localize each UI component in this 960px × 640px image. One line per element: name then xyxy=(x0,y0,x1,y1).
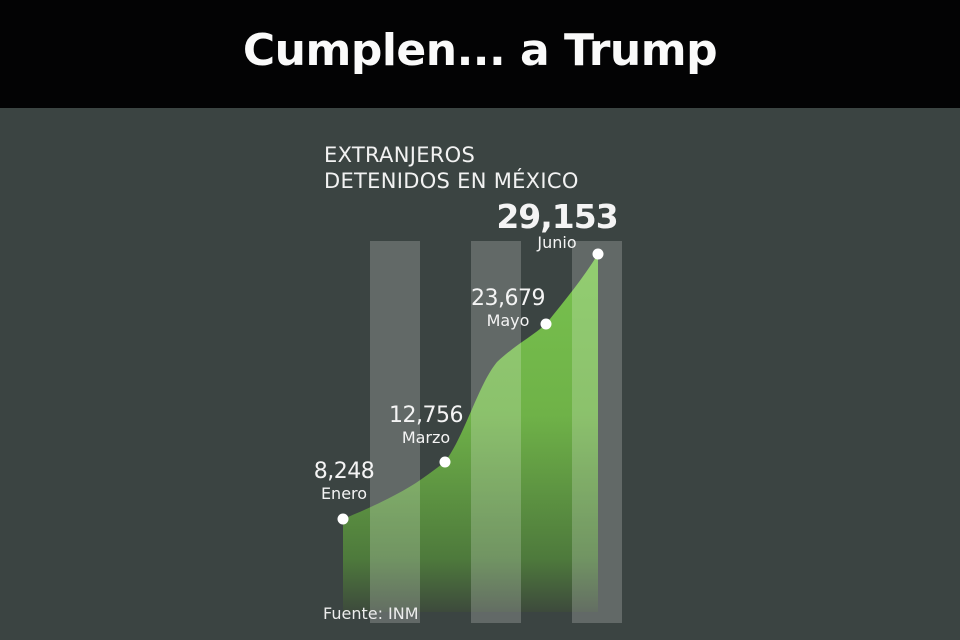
data-points xyxy=(337,248,604,525)
month-mayo: Mayo xyxy=(486,311,530,330)
area-fill xyxy=(343,254,598,612)
point-enero xyxy=(337,513,349,525)
month-marzo: Marzo xyxy=(401,428,451,447)
headline: Cumplen... a Trump xyxy=(242,24,718,76)
bar-feb xyxy=(370,241,420,623)
point-junio xyxy=(592,248,604,260)
background-bars xyxy=(370,241,622,623)
label-enero: 8,248 Enero xyxy=(304,460,384,504)
label-marzo: 12,756 Marzo xyxy=(378,404,474,448)
month-enero: Enero xyxy=(320,484,368,503)
chart-title: EXTRANJEROS DETENIDOS EN MÉXICO xyxy=(324,142,579,194)
month-junio: Junio xyxy=(537,233,577,252)
bar-jun xyxy=(572,241,622,623)
value-junio: 29,153 xyxy=(496,197,618,236)
bar-apr xyxy=(471,241,521,623)
label-junio: 29,153 Junio xyxy=(494,200,620,253)
point-mayo xyxy=(540,318,552,330)
value-marzo: 12,756 xyxy=(389,403,463,428)
value-enero: 8,248 xyxy=(313,459,375,484)
label-mayo: 23,679 Mayo xyxy=(460,287,556,331)
chart-title-line1: EXTRANJEROS xyxy=(324,143,476,167)
value-mayo: 23,679 xyxy=(471,286,545,311)
source-note: Fuente: INM xyxy=(323,604,419,623)
point-marzo xyxy=(439,456,451,468)
chart-title-line2: DETENIDOS EN MÉXICO xyxy=(324,169,579,193)
header-banner: Cumplen... a Trump xyxy=(0,0,960,108)
